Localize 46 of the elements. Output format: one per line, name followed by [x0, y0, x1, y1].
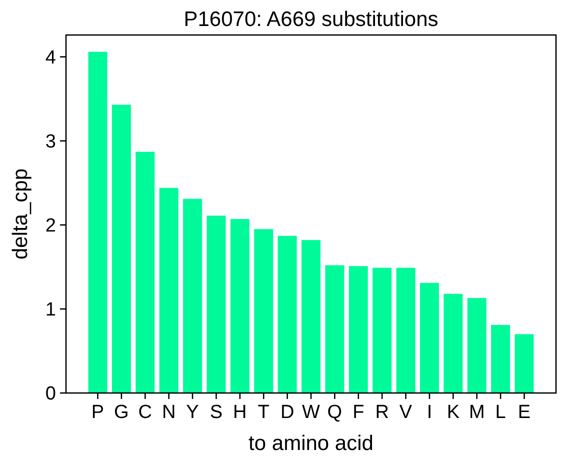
- x-tick-label: R: [375, 402, 389, 424]
- bar: [159, 188, 178, 393]
- bar: [467, 298, 486, 393]
- bar: [254, 229, 274, 393]
- y-tick-label: 2: [45, 216, 56, 237]
- bar: [348, 266, 368, 393]
- x-tick-label: P: [91, 402, 104, 424]
- x-tick-label: N: [162, 402, 176, 424]
- x-tick-label: I: [426, 402, 432, 424]
- bar: [88, 52, 108, 393]
- y-tick-label: 4: [45, 48, 56, 68]
- x-tick-label: W: [302, 402, 320, 424]
- bar: [302, 240, 320, 393]
- y-tick-label: 1: [45, 300, 56, 321]
- y-tick-label: 3: [45, 132, 56, 153]
- bar: [183, 198, 202, 393]
- bar: [444, 294, 463, 393]
- bar: [491, 324, 510, 393]
- x-tick-label: C: [138, 402, 152, 424]
- chart-title: P16070: A669 substitutions: [184, 8, 438, 31]
- bar: [420, 282, 439, 393]
- bar: [230, 219, 250, 393]
- x-tick-label: M: [468, 402, 485, 424]
- bar: [372, 268, 392, 393]
- x-tick-label: L: [495, 402, 506, 424]
- x-tick-label: Y: [186, 402, 200, 424]
- x-tick-label: K: [446, 402, 460, 424]
- x-tick-label: F: [352, 402, 364, 424]
- bar: [396, 268, 416, 393]
- bar: [325, 265, 344, 393]
- bar: [278, 236, 297, 393]
- x-tick-label: V: [399, 402, 412, 424]
- bar: [136, 152, 155, 393]
- bar: [112, 104, 131, 393]
- x-tick-label: S: [210, 402, 223, 424]
- x-axis-title: to amino acid: [248, 432, 374, 455]
- x-tick-label: H: [233, 402, 247, 424]
- x-tick-label: D: [280, 402, 294, 424]
- x-tick-label: G: [114, 402, 129, 424]
- bar: [514, 334, 534, 393]
- y-tick-label: 0: [45, 384, 56, 405]
- bar: [206, 216, 226, 393]
- x-tick-label: T: [258, 402, 270, 424]
- y-axis-title: delta_cpp: [9, 168, 32, 260]
- x-tick-label: E: [518, 402, 531, 424]
- x-tick-label: Q: [327, 402, 342, 424]
